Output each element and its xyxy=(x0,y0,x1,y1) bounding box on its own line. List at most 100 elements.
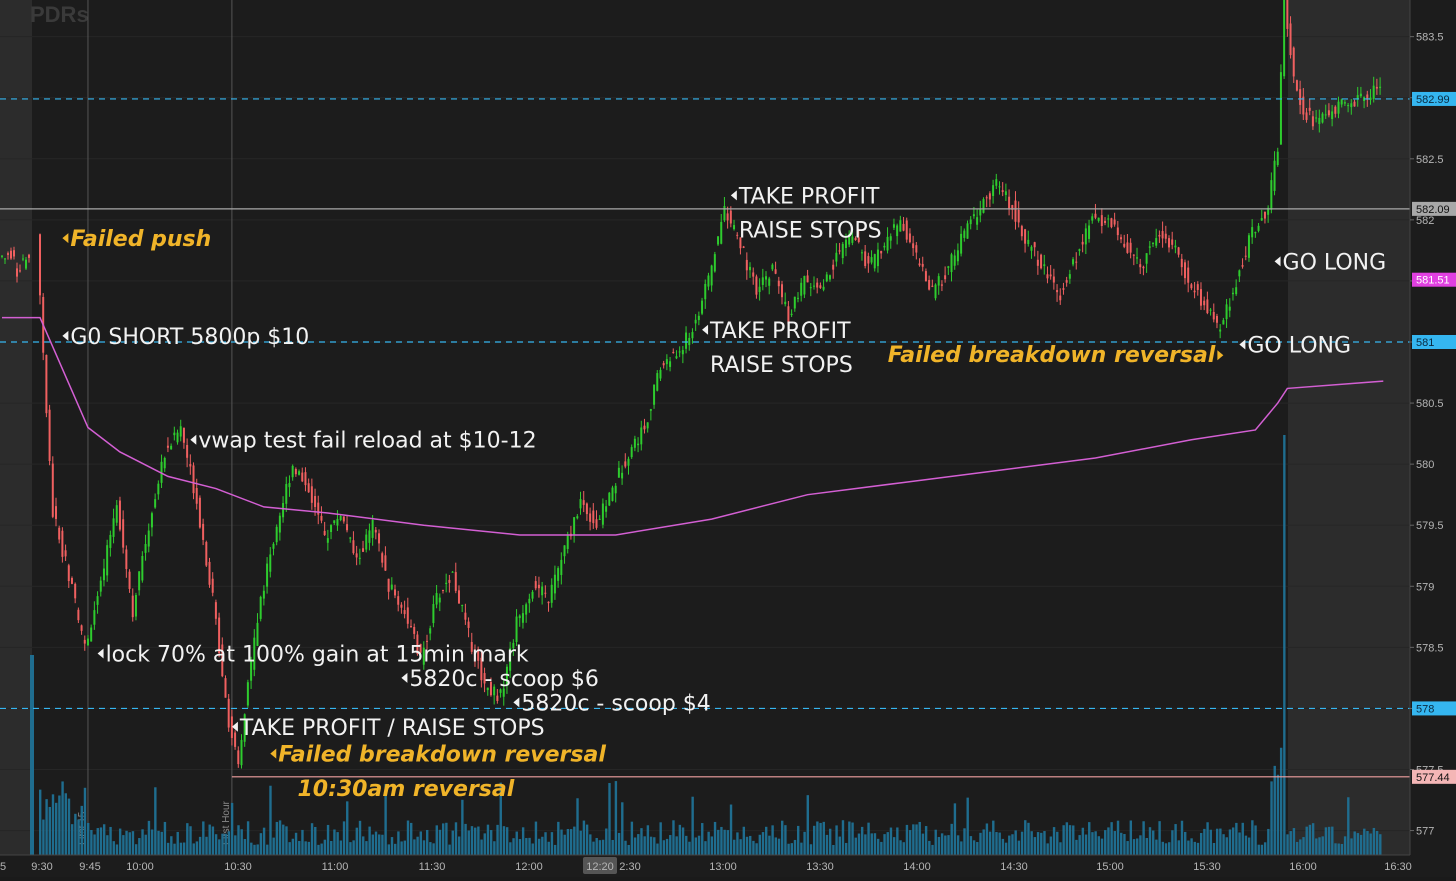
volume-bar xyxy=(106,835,109,855)
volume-bar xyxy=(995,832,998,855)
candle-body xyxy=(816,282,819,288)
candle-body xyxy=(1347,105,1350,107)
candle-body xyxy=(10,250,12,259)
candle-body xyxy=(486,687,489,691)
candle-body xyxy=(966,223,969,239)
candle-body xyxy=(291,465,294,478)
annotation-label: G0 SHORT 5800p $10 xyxy=(70,325,309,350)
time-axis[interactable] xyxy=(0,855,1456,877)
candle-body xyxy=(1078,249,1081,251)
volume-bar xyxy=(307,841,311,855)
candle-body xyxy=(208,561,211,585)
candle-body xyxy=(787,306,790,325)
candle-body xyxy=(163,457,166,469)
volume-bar xyxy=(1174,824,1177,855)
candle-body xyxy=(720,221,723,244)
x-tick-label: 15:00 xyxy=(1096,861,1124,873)
candle-body xyxy=(633,438,636,448)
candle-body xyxy=(883,245,886,248)
volume-bar xyxy=(195,841,199,855)
volume-bar xyxy=(940,833,944,855)
volume-bar xyxy=(493,841,496,855)
volume-bar xyxy=(1257,844,1260,855)
volume-bar xyxy=(781,820,784,855)
volume-bar xyxy=(630,821,634,855)
candle-body xyxy=(1356,95,1359,100)
volume-bar xyxy=(214,834,218,855)
candle-body xyxy=(717,236,720,245)
candle-body xyxy=(301,472,304,482)
candle-body xyxy=(534,581,537,589)
volume-bar xyxy=(448,844,451,855)
candle-body xyxy=(605,506,608,512)
volume-bar xyxy=(1302,837,1305,855)
candle-body xyxy=(611,487,614,501)
volume-bar xyxy=(1286,834,1289,855)
volume-bar xyxy=(573,826,576,855)
price-axis[interactable] xyxy=(1410,0,1456,855)
vwap-line xyxy=(2,316,1384,536)
volume-bar xyxy=(521,827,525,855)
volume-bar xyxy=(544,832,547,855)
candle-body xyxy=(1097,217,1100,221)
annotation-label: GO LONG xyxy=(1283,250,1387,275)
candle-body xyxy=(1276,151,1279,166)
candle-body xyxy=(691,332,694,339)
candle-body xyxy=(467,621,470,628)
candle-body xyxy=(1241,265,1244,267)
price-tag-label: 577.44 xyxy=(1416,772,1450,784)
candle-body xyxy=(234,732,237,747)
volume-bar xyxy=(326,824,330,855)
volume-bar xyxy=(211,826,215,855)
candle-body xyxy=(1081,241,1084,245)
volume-bar xyxy=(1273,765,1276,855)
candle-body xyxy=(889,236,892,241)
volume-bar xyxy=(1215,828,1219,855)
volume-bar xyxy=(1187,840,1190,855)
volume-bar xyxy=(669,835,672,855)
candle-body xyxy=(1036,259,1039,266)
candle-body xyxy=(595,519,598,528)
price-tag-label: 578 xyxy=(1416,703,1434,715)
volume-bar xyxy=(179,842,183,855)
candle-body xyxy=(1116,227,1119,236)
candle-body xyxy=(1350,103,1353,108)
volume-bar xyxy=(83,787,87,855)
candle-body xyxy=(483,673,486,684)
candle-body xyxy=(1052,276,1055,283)
volume-bar xyxy=(467,830,470,855)
candle-body xyxy=(362,548,365,552)
volume-bar xyxy=(387,844,391,855)
volume-bar xyxy=(470,826,474,855)
volume-bar xyxy=(928,840,931,855)
candle-body xyxy=(499,689,502,693)
candle-body xyxy=(1155,238,1158,246)
candle-body xyxy=(758,286,761,293)
volume-bar xyxy=(697,835,701,855)
candle-body xyxy=(403,610,406,615)
candle-body xyxy=(1104,220,1107,223)
candle-body xyxy=(688,337,691,346)
candle-body xyxy=(553,574,556,594)
candle-body xyxy=(224,678,227,698)
volume-bar xyxy=(681,827,685,855)
candle-body xyxy=(729,210,732,224)
volume-bar xyxy=(336,832,339,855)
volume-bar xyxy=(30,655,34,855)
candle-body xyxy=(713,254,716,272)
candle-body xyxy=(118,500,121,530)
candle-body xyxy=(1324,114,1327,116)
candle-body xyxy=(390,584,393,590)
volume-bar xyxy=(1353,831,1356,855)
candle-body xyxy=(1132,254,1135,256)
volume-bar xyxy=(582,820,586,855)
volume-bar xyxy=(282,824,285,855)
volume-bar xyxy=(102,824,106,855)
candle-body xyxy=(976,217,979,225)
price-tag-label: 582.09 xyxy=(1416,204,1450,216)
candle-body xyxy=(1267,207,1270,215)
volume-bar xyxy=(1199,832,1203,855)
candle-body xyxy=(1068,274,1071,279)
